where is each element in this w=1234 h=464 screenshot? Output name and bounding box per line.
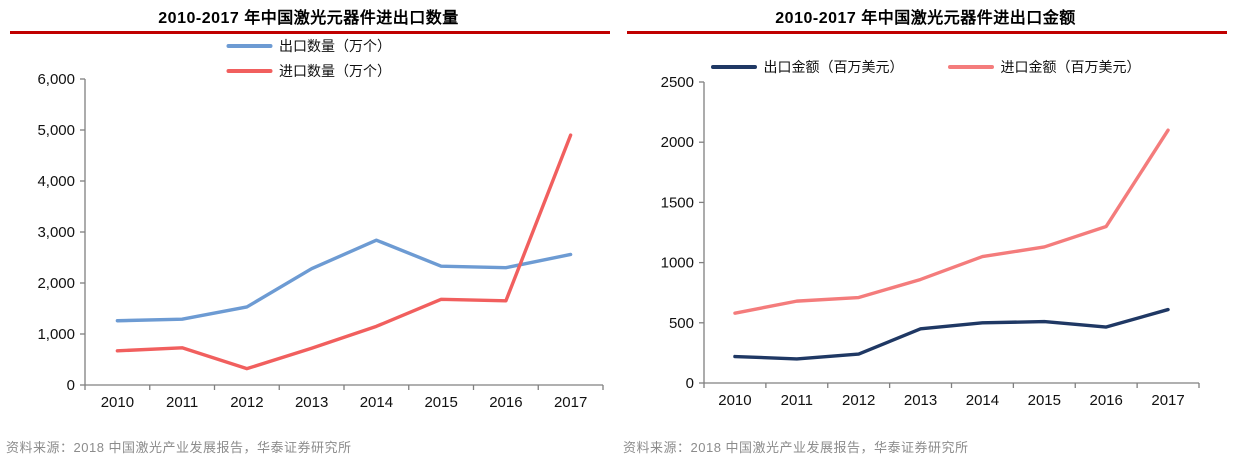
y-tick-label: 2000 bbox=[661, 134, 694, 151]
legend-label: 进口金额（百万美元） bbox=[1000, 59, 1141, 75]
value-chart-title: 2010-2017 年中国激光元器件进出口金额 bbox=[775, 10, 1076, 27]
y-tick-label: 2500 bbox=[661, 74, 694, 91]
x-tick-label: 2012 bbox=[230, 394, 263, 411]
series-line bbox=[115, 238, 573, 323]
x-tick-label: 2014 bbox=[360, 394, 393, 411]
series-line bbox=[115, 133, 573, 371]
y-tick-label: 0 bbox=[686, 375, 694, 392]
legend-line-swatch bbox=[710, 65, 757, 69]
title-underline bbox=[10, 31, 610, 34]
series-line bbox=[733, 128, 1170, 315]
quantity-chart-legend: 出口数量（万个） 进口数量（万个） bbox=[226, 36, 391, 81]
x-tick-label: 2016 bbox=[489, 394, 522, 411]
x-tick-label: 2017 bbox=[1151, 392, 1184, 409]
legend-label: 进口数量（万个） bbox=[279, 63, 391, 79]
legend-label: 出口金额（百万美元） bbox=[763, 59, 904, 75]
y-tick-label: 2,000 bbox=[37, 275, 75, 292]
x-tick-label: 2015 bbox=[1028, 392, 1061, 409]
legend-line-swatch bbox=[226, 69, 272, 73]
y-tick-label: 5,000 bbox=[37, 122, 75, 139]
x-tick-label: 2015 bbox=[424, 394, 457, 411]
x-tick-label: 2017 bbox=[554, 394, 587, 411]
x-tick-label: 2013 bbox=[295, 394, 328, 411]
source-note: 资料来源：2018 中国激光产业发展报告，华泰证券研究所 bbox=[623, 440, 969, 455]
value-chart-panel: 2010-2017 年中国激光元器件进出口金额 出口金额（百万美元） 进口金额（百… bbox=[617, 0, 1234, 464]
y-tick-label: 0 bbox=[67, 377, 75, 394]
x-tick-label: 2011 bbox=[781, 392, 813, 409]
x-tick-label: 2010 bbox=[718, 392, 751, 409]
series-line bbox=[733, 307, 1170, 361]
value-line-chart: 0 500 1000 1500 2000 2500 2010 2011 2012 2013 2014… bbox=[661, 74, 1200, 409]
x-tick-label: 2014 bbox=[966, 392, 999, 409]
value-chart-legend: 出口金额（百万美元） 进口金额（百万美元） bbox=[710, 57, 1141, 77]
legend-line-swatch bbox=[226, 44, 272, 48]
legend-item: 进口金额（百万美元） bbox=[947, 57, 1141, 77]
x-tick-label: 2011 bbox=[166, 394, 198, 411]
quantity-chart-panel: 2010-2017 年中国激光元器件进出口数量 出口数量（万个） 进口数量（万个）… bbox=[6, 10, 610, 455]
y-tick-label: 1000 bbox=[661, 255, 694, 272]
y-tick-label: 1,000 bbox=[37, 326, 75, 343]
y-tick-label: 3,000 bbox=[37, 224, 75, 241]
x-tick-label: 2016 bbox=[1090, 392, 1123, 409]
quantity-chart-title: 2010-2017 年中国激光元器件进出口数量 bbox=[158, 10, 459, 27]
legend-item: 出口金额（百万美元） bbox=[710, 57, 904, 77]
quantity-line-chart: 0 1,000 2,000 3,000 4,000 5,000 6,000 2010 2011 2… bbox=[37, 71, 604, 411]
x-tick-label: 2010 bbox=[101, 394, 134, 411]
y-tick-label: 4,000 bbox=[37, 173, 75, 190]
title-underline bbox=[627, 31, 1227, 34]
y-tick-label: 500 bbox=[669, 315, 694, 332]
legend-item: 进口数量（万个） bbox=[226, 61, 391, 81]
legend-line-swatch bbox=[947, 65, 994, 69]
y-tick-label: 6,000 bbox=[37, 71, 75, 88]
legend-item: 出口数量（万个） bbox=[226, 36, 391, 56]
y-tick-label: 1500 bbox=[661, 194, 694, 211]
x-tick-label: 2012 bbox=[842, 392, 875, 409]
legend-label: 出口数量（万个） bbox=[279, 38, 391, 54]
source-note: 资料来源：2018 中国激光产业发展报告，华泰证券研究所 bbox=[6, 440, 352, 455]
x-tick-label: 2013 bbox=[904, 392, 937, 409]
